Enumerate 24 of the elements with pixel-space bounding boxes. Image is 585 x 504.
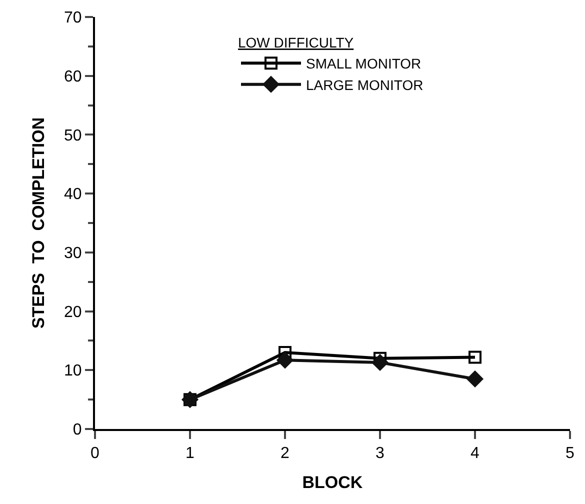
y-tick-label: 70 xyxy=(64,10,82,27)
x-tick-label: 5 xyxy=(566,445,575,462)
x-tick-label: 4 xyxy=(470,445,480,462)
legend-title: LOW DIFFICULTY xyxy=(238,34,354,51)
y-tick-label: 20 xyxy=(64,304,82,321)
y-tick-label: 0 xyxy=(72,422,82,439)
point xyxy=(278,346,292,359)
x-tick-label: 1 xyxy=(186,445,195,462)
y-axis-title: STEPS TO COMPLETION xyxy=(29,117,48,329)
y-tick-label: 60 xyxy=(64,68,82,86)
x-tick-label: 3 xyxy=(376,445,385,462)
y-tick-label: 50 xyxy=(64,127,82,144)
point xyxy=(276,352,294,368)
y-tick-label: 40 xyxy=(64,186,82,204)
point xyxy=(468,350,482,364)
legend-label: SMALL MONITOR xyxy=(306,56,422,72)
legend-label: LARGE MONITOR xyxy=(306,76,424,93)
x-tick-label: 2 xyxy=(280,445,290,462)
y-tick-label: 30 xyxy=(64,245,82,262)
x-tick-label: 0 xyxy=(90,445,100,462)
point xyxy=(466,370,484,388)
y-tick-label: 10 xyxy=(64,362,82,380)
point xyxy=(372,354,388,371)
x-axis-title: BLOCK xyxy=(302,473,364,492)
